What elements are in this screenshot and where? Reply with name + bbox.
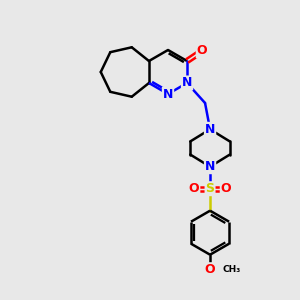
Text: N: N: [205, 123, 215, 136]
Text: N: N: [182, 76, 192, 89]
Text: O: O: [221, 182, 231, 195]
Text: CH₃: CH₃: [222, 265, 240, 274]
Text: O: O: [205, 263, 215, 276]
Text: N: N: [163, 88, 173, 100]
Text: O: O: [197, 44, 207, 58]
Text: O: O: [189, 182, 200, 195]
Text: S: S: [206, 182, 214, 195]
Text: N: N: [205, 160, 215, 173]
